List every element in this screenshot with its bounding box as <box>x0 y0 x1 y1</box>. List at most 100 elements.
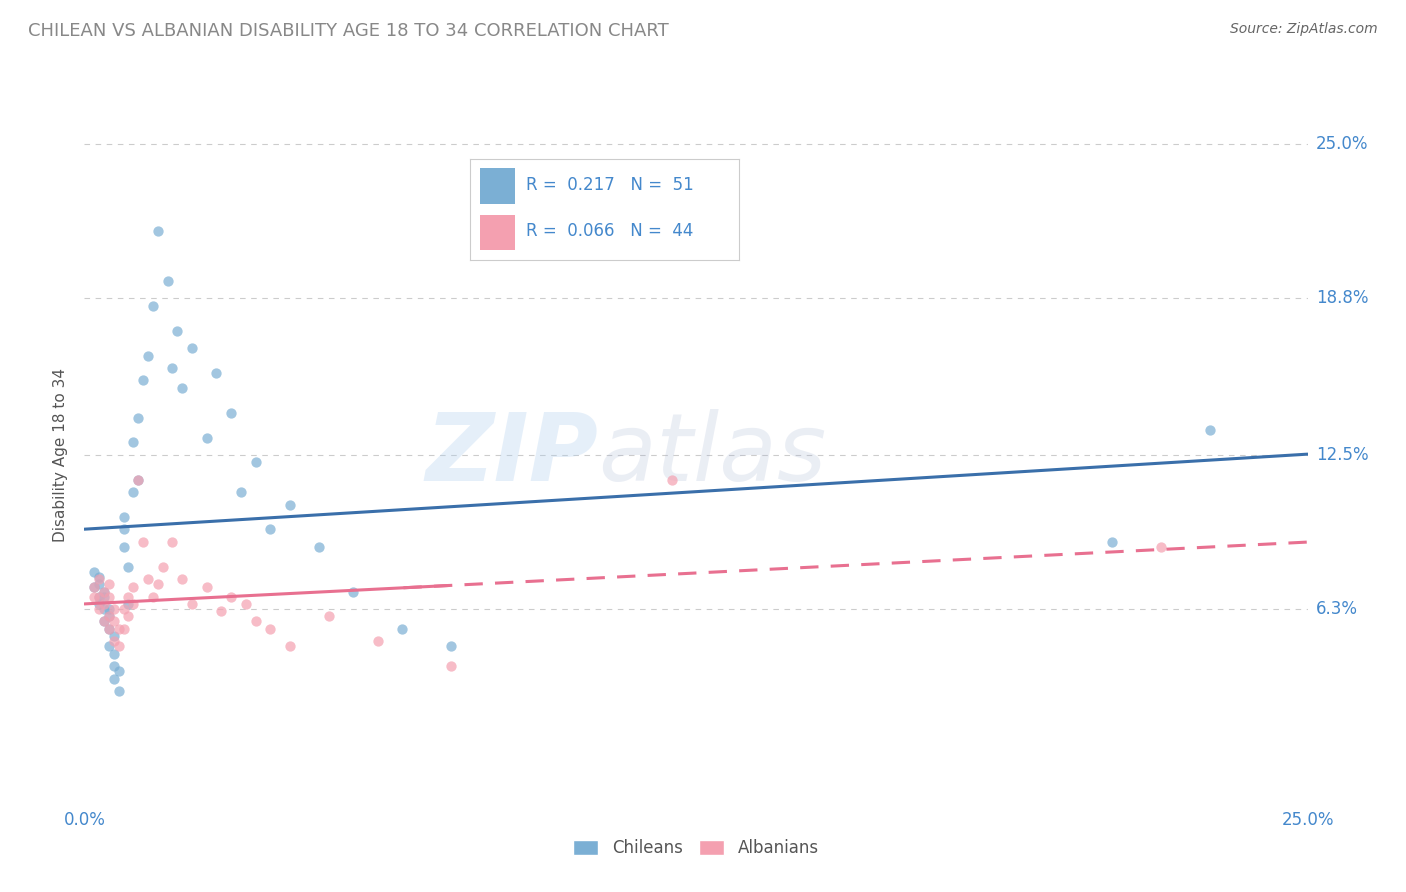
Point <box>103 615 125 629</box>
Point <box>87 597 110 611</box>
Point <box>103 629 125 643</box>
Point <box>112 622 135 636</box>
Point <box>107 664 129 678</box>
Point <box>112 540 135 554</box>
Text: R =  0.066   N =  44: R = 0.066 N = 44 <box>526 222 693 240</box>
Point <box>107 639 129 653</box>
Point <box>172 572 194 586</box>
Point <box>122 580 145 594</box>
Point <box>87 602 110 616</box>
Text: Source: ZipAtlas.com: Source: ZipAtlas.com <box>1230 22 1378 37</box>
Point <box>342 584 364 599</box>
Point <box>219 406 242 420</box>
Point <box>1198 423 1220 437</box>
Point <box>318 609 340 624</box>
Point <box>87 570 110 584</box>
Point <box>117 597 139 611</box>
Point <box>87 590 110 604</box>
Point <box>122 485 145 500</box>
Point <box>122 435 145 450</box>
Point <box>97 590 120 604</box>
Point <box>107 684 129 698</box>
Point <box>181 597 204 611</box>
Text: 12.5%: 12.5% <box>1316 446 1368 464</box>
Point <box>83 580 105 594</box>
Point <box>162 534 184 549</box>
Point <box>259 622 281 636</box>
Point <box>205 366 228 380</box>
Point <box>152 559 174 574</box>
Point <box>440 659 463 673</box>
Point <box>93 590 115 604</box>
Point <box>93 615 115 629</box>
Point <box>83 565 105 579</box>
Point <box>112 510 135 524</box>
Point <box>142 299 165 313</box>
Point <box>103 602 125 616</box>
Point <box>93 602 115 616</box>
Point <box>103 647 125 661</box>
Point <box>245 615 267 629</box>
Point <box>127 473 149 487</box>
Text: atlas: atlas <box>598 409 827 500</box>
Point <box>136 349 159 363</box>
Text: 25.0%: 25.0% <box>1316 136 1368 153</box>
Bar <box>481 169 516 203</box>
Point <box>146 224 169 238</box>
Point <box>103 634 125 648</box>
Point <box>278 639 301 653</box>
Point <box>235 597 257 611</box>
Point <box>97 609 120 624</box>
Point <box>97 622 120 636</box>
Point <box>97 622 120 636</box>
Point <box>440 639 463 653</box>
Point <box>127 410 149 425</box>
Point <box>93 597 115 611</box>
Text: ZIP: ZIP <box>425 409 598 501</box>
Point <box>156 274 179 288</box>
Point <box>93 584 115 599</box>
Text: CHILEAN VS ALBANIAN DISABILITY AGE 18 TO 34 CORRELATION CHART: CHILEAN VS ALBANIAN DISABILITY AGE 18 TO… <box>28 22 669 40</box>
Legend: Chileans, Albanians: Chileans, Albanians <box>567 833 825 864</box>
Point <box>97 602 120 616</box>
Point <box>195 580 218 594</box>
Text: 6.3%: 6.3% <box>1316 600 1358 618</box>
Point <box>1150 540 1173 554</box>
Text: 18.8%: 18.8% <box>1316 289 1368 308</box>
Point <box>259 523 281 537</box>
Point <box>367 634 389 648</box>
Point <box>87 577 110 591</box>
Point <box>93 584 115 599</box>
Point <box>245 455 267 469</box>
Point <box>103 659 125 673</box>
Y-axis label: Disability Age 18 to 34: Disability Age 18 to 34 <box>53 368 69 542</box>
Point <box>117 559 139 574</box>
Point <box>391 622 413 636</box>
Point <box>136 572 159 586</box>
Point <box>172 381 194 395</box>
Point <box>112 602 135 616</box>
Point <box>107 622 129 636</box>
Point <box>278 498 301 512</box>
Point <box>117 609 139 624</box>
Point <box>181 341 204 355</box>
Point <box>97 639 120 653</box>
Point <box>83 590 105 604</box>
Point <box>661 473 683 487</box>
Point <box>219 590 242 604</box>
Point <box>308 540 330 554</box>
Point <box>83 580 105 594</box>
Point <box>142 590 165 604</box>
Point <box>166 324 188 338</box>
Point <box>117 590 139 604</box>
Point <box>162 361 184 376</box>
Bar <box>481 215 516 250</box>
Point <box>229 485 252 500</box>
Point <box>1101 534 1123 549</box>
Point <box>93 615 115 629</box>
Point <box>122 597 145 611</box>
Point <box>209 605 232 619</box>
Point <box>127 473 149 487</box>
Point <box>103 672 125 686</box>
Point <box>87 572 110 586</box>
